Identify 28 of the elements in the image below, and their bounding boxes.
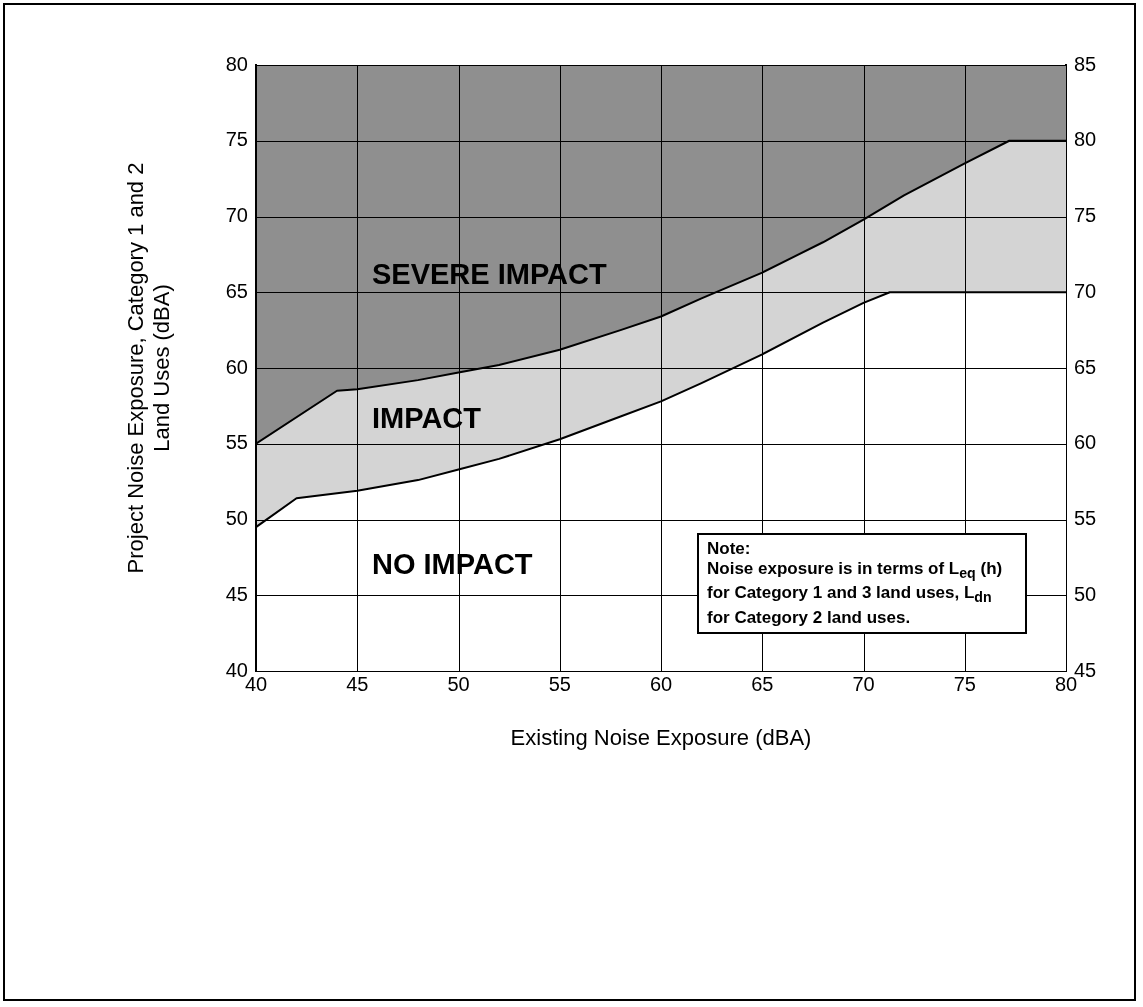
- y2-tick-label: 50: [1074, 582, 1097, 605]
- annotation: Note:: [707, 539, 752, 559]
- y-tick-label: 55: [225, 431, 248, 454]
- y2-tick-label: 75: [1074, 204, 1097, 227]
- y-tick-label: 60: [225, 355, 248, 378]
- y2-tick-label: 85: [1074, 52, 1097, 75]
- y-tick-label: 80: [225, 52, 248, 75]
- y-axis-title: Project Noise Exposure, Category 1 and 2 Land Uses (dBA): [123, 162, 175, 574]
- y-tick-label: 75: [225, 128, 248, 151]
- x-tick-label: 75: [953, 672, 976, 695]
- y2-tick-label: 55: [1074, 507, 1097, 530]
- y2-tick-label: 80: [1074, 128, 1097, 151]
- x-tick-label: 65: [751, 672, 774, 695]
- x-tick-label: 55: [548, 672, 571, 695]
- y2-tick-label: 60: [1074, 431, 1097, 454]
- y-tick-label: 40: [225, 658, 248, 681]
- x-tick-label: 70: [852, 672, 875, 695]
- text: Noise exposure is in terms of L$_{eq}$ (h) for Category 1 and 3 land uses, L$_{dn}$ for Category 2 land uses.: [707, 559, 1003, 627]
- x-tick-label: 60: [649, 672, 673, 695]
- y2-tick-label: 65: [1074, 355, 1097, 378]
- y-tick-label: 45: [225, 582, 248, 605]
- x-tick-label: 50: [447, 672, 470, 695]
- y-tick-label: 50: [225, 507, 248, 530]
- y2-tick-label: 70: [1074, 279, 1097, 302]
- y-tick-label: 65: [225, 279, 248, 302]
- x-tick-label: 45: [346, 672, 369, 695]
- y-tick-label: 70: [225, 204, 248, 227]
- x-axis-title: Existing Noise Exposure (dBA): [510, 725, 812, 751]
